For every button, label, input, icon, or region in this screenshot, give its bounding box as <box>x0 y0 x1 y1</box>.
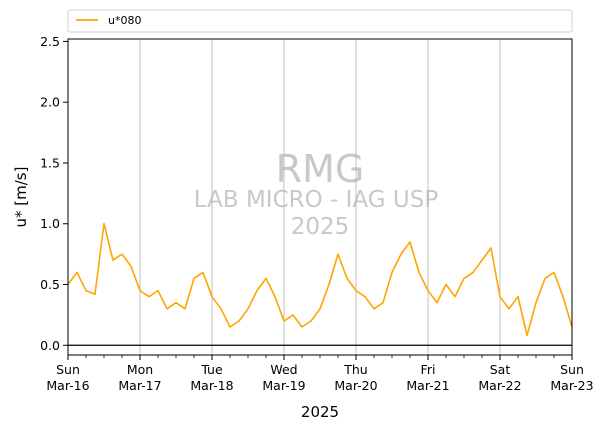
watermark: RMG LAB MICRO - IAG USP 2025 <box>194 147 439 240</box>
series-layer <box>67 222 573 346</box>
x-tick-label: Mon <box>127 362 153 377</box>
legend-frame <box>67 9 573 33</box>
x-tick-label: Wed <box>270 362 297 377</box>
x-axis: SunMar-16MonMar-17TueMar-18WedMar-19ThuM… <box>46 355 594 393</box>
x-tick-label: Mar-19 <box>262 378 305 393</box>
watermark-line-2: LAB MICRO - IAG USP <box>194 187 439 213</box>
x-tick-label: Mar-23 <box>550 378 593 393</box>
x-tick-label: Mar-20 <box>334 378 377 393</box>
grid-layer <box>139 39 501 355</box>
x-tick-label: Fri <box>421 362 436 377</box>
x-tick-label: Sun <box>560 362 584 377</box>
watermark-line-3: 2025 <box>291 214 350 240</box>
y-axis-title: u* [m/s] <box>12 167 30 228</box>
x-tick-label: Mar-21 <box>406 378 449 393</box>
x-tick-label: Tue <box>200 362 223 377</box>
x-tick-label: Sat <box>490 362 511 377</box>
x-tick-label: Mar-16 <box>46 378 89 393</box>
y-tick-label: 2.5 <box>40 34 60 49</box>
y-tick-label: 2.0 <box>40 95 60 110</box>
y-tick-label: 0.5 <box>40 277 60 292</box>
y-axis: 0.0 0.5 1.0 1.5 2.0 2.5 <box>40 34 68 353</box>
x-axis-title: 2025 <box>301 403 339 421</box>
x-tick-label: Mar-18 <box>190 378 233 393</box>
x-tick-label: Mar-22 <box>478 378 521 393</box>
y-tick-label: 1.0 <box>40 216 60 231</box>
y-tick-label: 1.5 <box>40 155 60 170</box>
x-tick-label: Mar-17 <box>118 378 161 393</box>
y-tick-label: 0.0 <box>40 338 60 353</box>
legend: u*080 <box>67 9 573 33</box>
watermark-line-1: RMG <box>276 147 365 191</box>
x-tick-label: Sun <box>56 362 80 377</box>
legend-label: u*080 <box>108 14 141 27</box>
series-line-u080 <box>67 222 573 337</box>
x-tick-label: Thu <box>343 362 367 377</box>
